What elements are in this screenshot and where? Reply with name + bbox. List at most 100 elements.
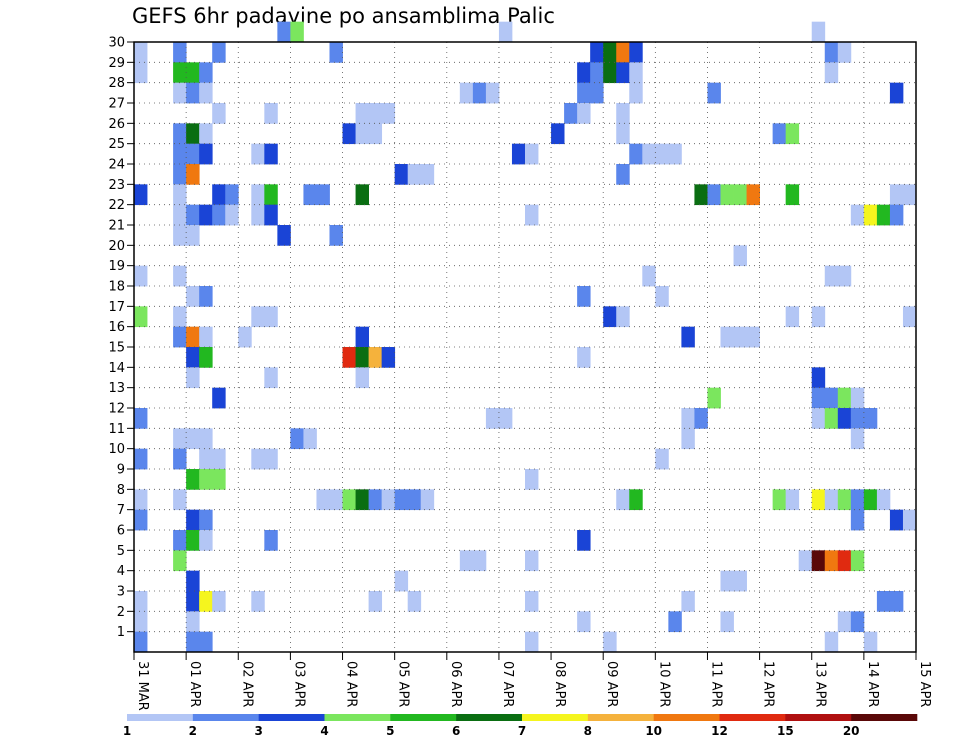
legend-swatch: [785, 714, 852, 721]
heatmap-cell: [173, 530, 187, 551]
x-tick-label: 14 APR: [865, 661, 880, 707]
legend-swatch: [324, 714, 391, 721]
heatmap-cell: [134, 509, 148, 531]
heatmap-cell: [850, 408, 865, 429]
heatmap-cell: [173, 265, 187, 287]
heatmap-cell: [564, 103, 578, 124]
heatmap-cell: [811, 306, 826, 328]
heatmap-cell: [355, 184, 369, 206]
y-tick-label: 11: [108, 422, 125, 437]
heatmap-cell: [577, 530, 591, 551]
heatmap-cell: [186, 469, 200, 490]
heatmap-cell: [264, 306, 278, 328]
heatmap-cell: [629, 62, 643, 84]
heatmap-cell: [707, 184, 721, 206]
heatmap-cell: [694, 184, 708, 206]
heatmap-cell: [707, 387, 721, 409]
heatmap-cell: [733, 184, 747, 206]
heatmap-cell: [199, 347, 213, 368]
legend-swatch: [192, 714, 259, 721]
y-tick-label: 5: [117, 544, 125, 559]
heatmap-cell: [420, 164, 435, 185]
heatmap-cell: [902, 184, 917, 206]
heatmap-cell: [525, 143, 539, 165]
heatmap-cell: [212, 387, 226, 409]
heatmap-cell: [251, 204, 265, 226]
heatmap-cell: [368, 489, 383, 511]
y-tick-label: 28: [108, 76, 125, 91]
heatmap-cell: [824, 550, 839, 572]
heatmap-cell: [329, 225, 343, 246]
heatmap-cell: [277, 225, 291, 246]
heatmap-cell: [577, 62, 591, 84]
heatmap-cell: [186, 123, 200, 145]
x-tick-label: 03 APR: [291, 661, 306, 707]
heatmap-cell: [525, 631, 539, 653]
heatmap-cell: [186, 570, 200, 592]
heatmap-cell: [394, 570, 409, 592]
legend-swatch: [587, 714, 654, 721]
heatmap-cell: [733, 326, 747, 348]
y-tick-label: 10: [108, 442, 125, 457]
heatmap-cell: [368, 103, 383, 124]
heatmap-cell: [264, 530, 278, 551]
x-tick-label: 12 APR: [761, 661, 776, 707]
heatmap-cell: [173, 204, 187, 226]
y-tick-label: 6: [117, 524, 125, 539]
heatmap-cell: [655, 286, 669, 307]
heatmap-cell: [225, 184, 239, 206]
legend-swatch: [653, 714, 720, 721]
heatmap-cell: [173, 82, 187, 104]
legend-label: 2: [189, 724, 197, 738]
heatmap-cell: [498, 21, 513, 43]
y-tick-label: 14: [108, 361, 125, 376]
heatmap-cell: [186, 509, 200, 531]
heatmap-cell: [186, 164, 200, 185]
y-tick-label: 27: [108, 97, 125, 112]
heatmap-cell: [329, 489, 343, 511]
y-tick-label: 4: [117, 564, 125, 579]
heatmap-cell: [681, 326, 695, 348]
legend-label: 5: [386, 724, 394, 738]
heatmap-cell: [824, 408, 839, 429]
heatmap-cell: [368, 347, 383, 368]
heatmap-cell: [642, 265, 656, 287]
y-tick-label: 9: [117, 463, 125, 478]
heatmap-cell: [525, 204, 539, 226]
heatmap-cell: [134, 489, 148, 511]
heatmap-cell: [889, 184, 904, 206]
legend-label: 7: [518, 724, 526, 738]
heatmap-cell: [837, 265, 852, 287]
heatmap-cell: [850, 550, 865, 572]
heatmap-cell: [733, 570, 747, 592]
heatmap-cell: [186, 631, 200, 653]
heatmap-cell: [212, 448, 226, 470]
legend-swatch: [456, 714, 523, 721]
heatmap-cell: [173, 123, 187, 145]
heatmap-cell: [824, 265, 839, 287]
y-tick-label: 30: [108, 36, 125, 51]
heatmap-cell: [394, 489, 409, 511]
heatmap-cell: [199, 62, 213, 84]
heatmap-cell: [525, 550, 539, 572]
heatmap-cell: [199, 204, 213, 226]
heatmap-cell: [212, 469, 226, 490]
heatmap-cell: [837, 550, 852, 572]
heatmap-cell: [212, 42, 226, 63]
heatmap-cell: [876, 489, 891, 511]
heatmap-cell: [772, 489, 787, 511]
heatmap-cell: [407, 591, 422, 612]
y-tick-label: 29: [108, 56, 125, 71]
heatmap-cell: [212, 591, 226, 612]
heatmap-cell: [629, 143, 643, 165]
heatmap-cell: [134, 591, 148, 612]
heatmap-cell: [889, 204, 904, 226]
heatmap-cell: [525, 469, 539, 490]
heatmap-cell: [720, 326, 734, 348]
heatmap-cell: [186, 591, 200, 612]
heatmap-cell: [850, 387, 865, 409]
heatmap-cell: [850, 611, 865, 633]
heatmap-cell: [199, 82, 213, 104]
y-tick-label: 2: [117, 605, 125, 620]
heatmap-cell: [212, 103, 226, 124]
